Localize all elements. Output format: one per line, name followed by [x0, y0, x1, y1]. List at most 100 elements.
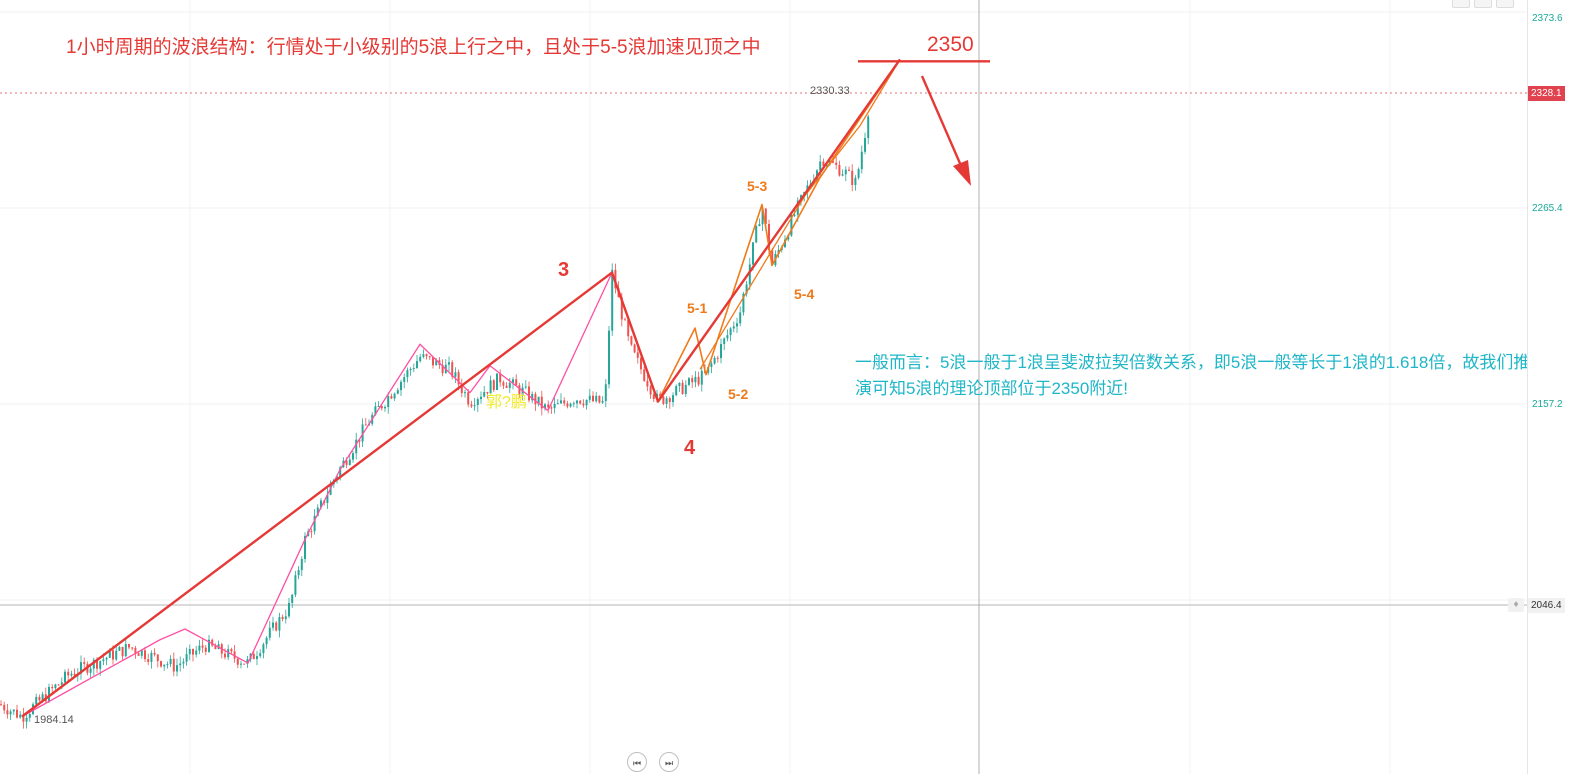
- low-price-mark: 1984.14: [34, 714, 74, 726]
- candle-body: [64, 671, 66, 683]
- candlestick-series: [0, 114, 870, 729]
- candle-body: [611, 269, 614, 331]
- candle-body: [739, 312, 742, 324]
- candle-body: [348, 459, 351, 465]
- candle-body: [524, 386, 527, 388]
- candle-body: [358, 439, 361, 442]
- chart-title-annotation: 1小时周期的波浪结构：行情处于小级别的5浪上行之中，且处于5-5浪加速见顶之中: [66, 37, 761, 58]
- candle-body: [768, 224, 770, 251]
- play-icon[interactable]: ⏭: [659, 752, 679, 772]
- candle-body: [297, 570, 300, 576]
- candle-body: [531, 393, 534, 401]
- candle-body: [233, 651, 236, 659]
- price-axis[interactable]: 2373.6 2328.1 2265.4 2157.2 2046.4: [1527, 0, 1570, 774]
- candle-body: [537, 396, 540, 405]
- candle-body: [240, 663, 242, 665]
- candle-body: [179, 663, 182, 666]
- candle-body: [51, 686, 54, 689]
- chart-area[interactable]: 1小时周期的波浪结构：行情处于小级别的5浪上行之中，且处于5-5浪加速见顶之中 …: [0, 0, 1527, 774]
- candle-body: [854, 177, 857, 186]
- candle-body: [144, 650, 146, 660]
- candle-body: [688, 378, 690, 385]
- candle-body: [848, 169, 850, 171]
- candle-body: [752, 242, 754, 265]
- wave-label-5-2: 5-2: [728, 386, 749, 402]
- toolbar-button[interactable]: [1496, 0, 1514, 8]
- candle-body: [198, 645, 201, 651]
- candle-body: [19, 714, 22, 718]
- toolbar-button[interactable]: [1452, 0, 1470, 8]
- candle-body: [256, 656, 258, 660]
- candle-body: [54, 684, 57, 689]
- candle-body: [435, 360, 438, 366]
- candle-body: [467, 392, 470, 405]
- candle-body: [41, 694, 44, 701]
- candle-body: [230, 648, 233, 652]
- candle-body: [412, 368, 415, 370]
- candle-body: [502, 382, 505, 386]
- wave-label-3: 3: [558, 259, 570, 281]
- candle-body: [278, 616, 281, 631]
- candle-body: [12, 709, 15, 712]
- toolbar-button[interactable]: [1474, 0, 1492, 8]
- candle-body: [291, 594, 294, 603]
- candle-body: [489, 380, 492, 394]
- candle-body: [643, 369, 646, 381]
- candle-body: [102, 659, 105, 662]
- candle-body: [624, 319, 626, 321]
- candle-body: [646, 380, 649, 387]
- candle-body: [473, 405, 476, 407]
- major-wave-line: [21, 58, 901, 718]
- target-price-annotation: 2350: [927, 33, 974, 56]
- candle-body: [761, 208, 764, 225]
- candle-body: [208, 639, 210, 652]
- watermark: 郭?鹏: [486, 394, 527, 411]
- sub-wave-line-orange: [657, 59, 901, 402]
- bell-icon[interactable]: ♦: [1508, 598, 1524, 612]
- candle-body: [742, 293, 745, 313]
- candle-body: [137, 653, 140, 656]
- crosshair-price-badge: 2046.4: [1528, 598, 1565, 613]
- candle-body: [96, 659, 98, 669]
- candle-body: [22, 714, 25, 722]
- wave-label-5-3: 5-3: [747, 178, 768, 194]
- candle-body: [515, 379, 518, 386]
- candle-body: [550, 407, 553, 409]
- candle-body: [355, 439, 358, 454]
- candle-body: [409, 369, 412, 371]
- candle-body: [764, 208, 767, 225]
- candle-body: [182, 661, 185, 664]
- candle-body: [512, 379, 514, 383]
- candle-body: [675, 386, 678, 396]
- candle-body: [172, 658, 175, 672]
- candle-body: [860, 151, 863, 170]
- candle-body: [67, 671, 70, 676]
- candle-body: [345, 460, 348, 465]
- candle-body: [732, 326, 735, 329]
- candle-body: [377, 406, 380, 408]
- candle-body: [70, 673, 73, 676]
- skip-back-icon[interactable]: ⏮: [627, 752, 647, 772]
- candle-body: [598, 395, 601, 403]
- candle-body: [268, 627, 271, 638]
- candle-body: [387, 396, 390, 408]
- candle-body: [441, 364, 444, 374]
- chart-canvas[interactable]: [0, 0, 1527, 774]
- candle-body: [470, 404, 473, 407]
- candle-body: [80, 662, 82, 674]
- candle-body: [857, 169, 860, 178]
- candle-body: [419, 356, 422, 362]
- candle-body: [128, 644, 130, 648]
- candle-body: [838, 164, 841, 176]
- candle-body: [723, 338, 726, 345]
- candle-body: [716, 357, 719, 359]
- candle-body: [275, 622, 278, 631]
- candle-body: [92, 659, 95, 669]
- candle-body: [560, 400, 562, 404]
- candle-body: [112, 650, 114, 660]
- candle-body: [460, 384, 463, 394]
- candle-body: [867, 116, 870, 139]
- candle-body: [211, 639, 214, 646]
- candle-body: [243, 663, 246, 665]
- candle-body: [486, 392, 489, 394]
